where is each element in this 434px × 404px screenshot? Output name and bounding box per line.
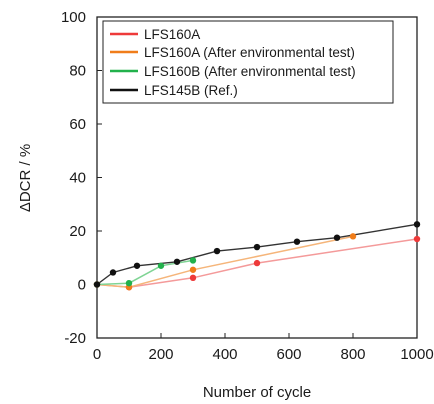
- legend-label: LFS160B (After environmental test): [144, 64, 356, 79]
- y-axis-title: ΔDCR / %: [17, 144, 34, 212]
- data-point: [189, 257, 197, 264]
- y-tick-label: 80: [69, 63, 86, 80]
- x-tick-label: 400: [212, 346, 237, 363]
- y-tick-label: 100: [61, 9, 86, 26]
- x-tick-label: 800: [340, 346, 365, 363]
- series-line: [96, 235, 354, 288]
- data-point: [413, 221, 421, 228]
- y-tick-label: 40: [69, 170, 86, 187]
- legend: LFS160A LFS160A (After environmental tes…: [102, 20, 394, 104]
- data-point: [253, 259, 261, 267]
- x-axis-title: Number of cycle: [203, 384, 311, 401]
- data-point: [133, 262, 141, 269]
- data-point: [333, 234, 341, 241]
- data-point: [293, 238, 301, 245]
- data-point: [125, 279, 133, 287]
- legend-label: LFS160A: [144, 27, 200, 42]
- data-point: [157, 262, 165, 269]
- x-tick-label: 1000: [400, 346, 433, 363]
- x-tick-label: 200: [148, 346, 173, 363]
- series-points: [93, 221, 421, 291]
- data-point: [413, 235, 421, 243]
- legend-label: LFS160A (After environmental test): [144, 45, 355, 60]
- x-tick-label: 600: [276, 346, 301, 363]
- legend-box: [102, 20, 394, 104]
- data-point: [173, 258, 181, 265]
- data-point: [189, 266, 197, 273]
- y-tick-label: 0: [78, 277, 86, 294]
- axis-ticks: 0 200 400 600 800 1000 -20 0 20 40 60 80 100: [61, 9, 434, 363]
- x-tick-label: 0: [93, 346, 101, 363]
- data-point: [349, 233, 357, 240]
- y-tick-label: -20: [64, 330, 86, 347]
- data-point: [93, 281, 101, 288]
- data-point: [213, 247, 221, 255]
- data-point: [109, 269, 117, 276]
- data-point: [189, 274, 197, 282]
- y-tick-label: 20: [69, 223, 86, 240]
- data-point: [253, 243, 261, 251]
- y-tick-label: 60: [69, 116, 86, 133]
- legend-label: LFS145B (Ref.): [144, 83, 238, 98]
